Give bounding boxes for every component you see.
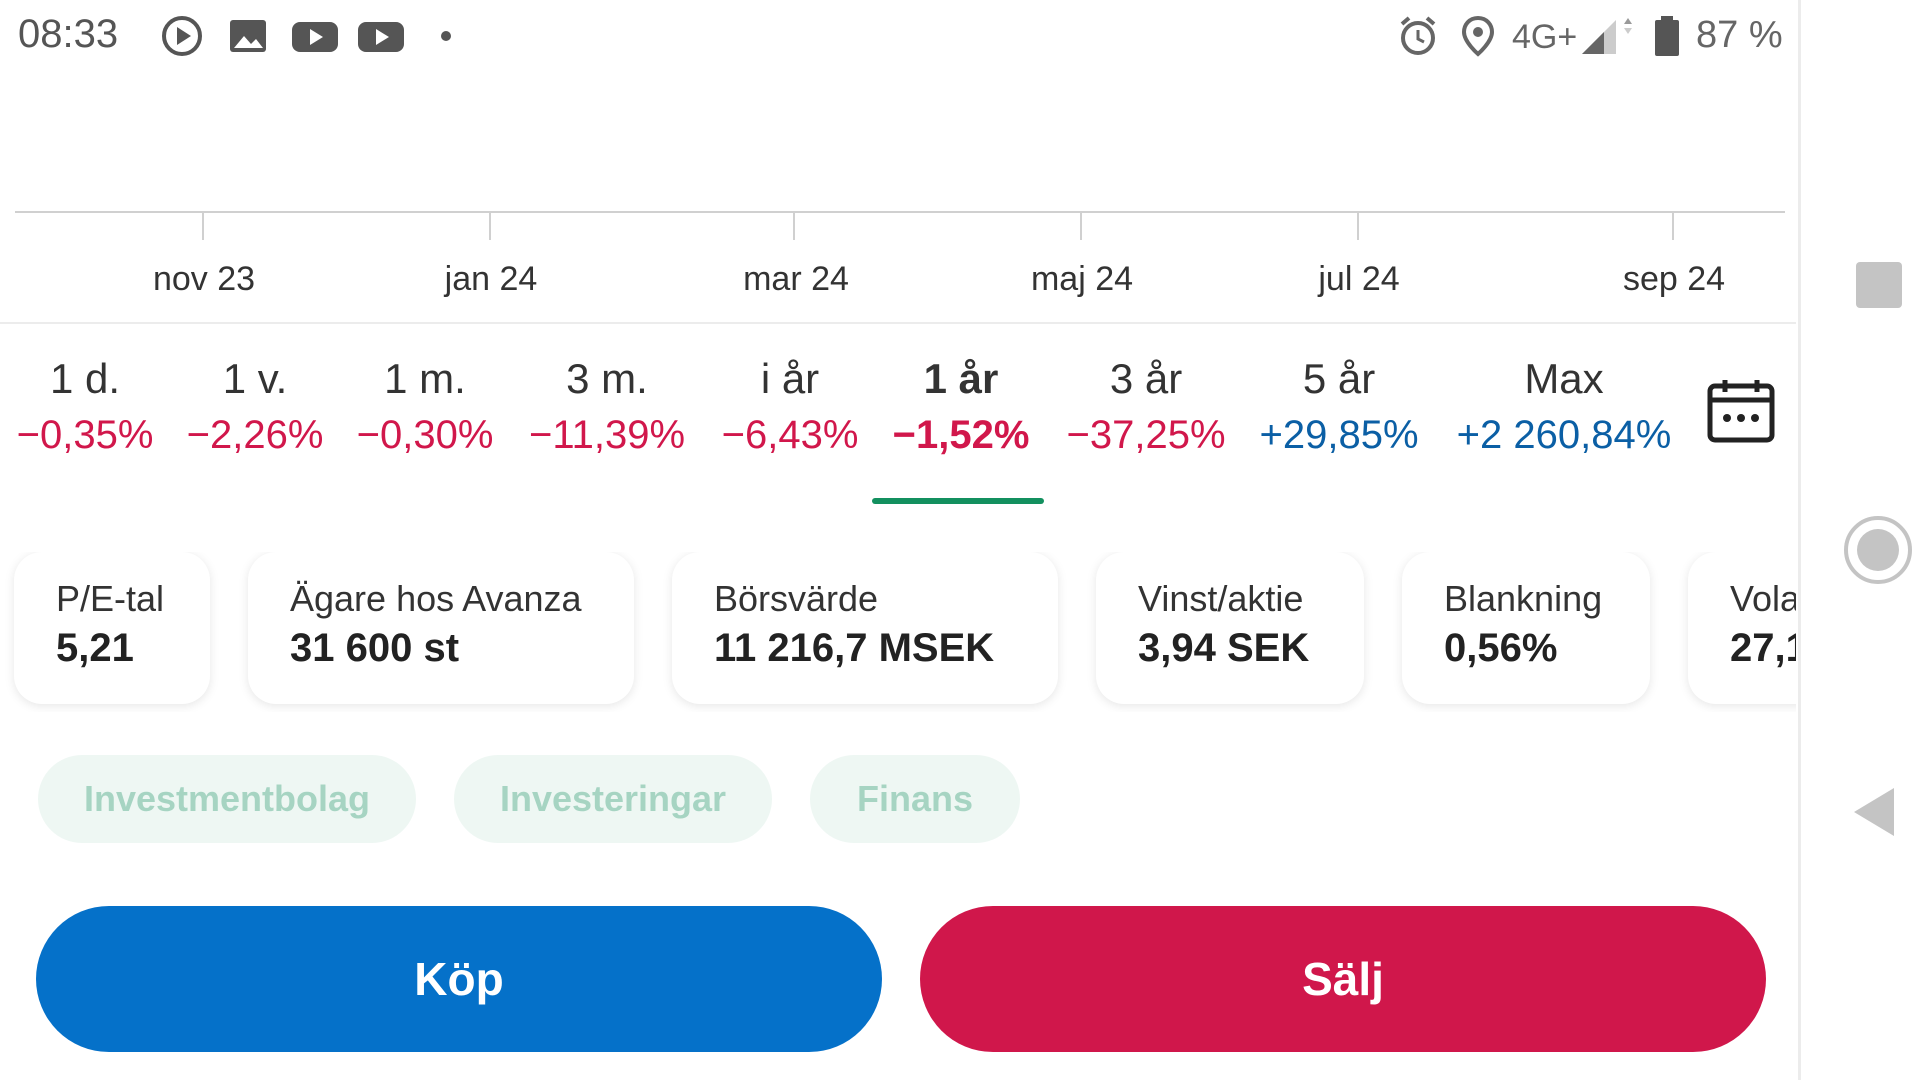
stat-value: 3,94 SEK xyxy=(1138,626,1310,670)
tag-finans[interactable]: Finans xyxy=(810,755,1020,843)
stat-card-short[interactable]: Blankning 0,56% xyxy=(1402,552,1650,704)
period-change: −6,43% xyxy=(721,413,859,457)
period-label: i år xyxy=(760,355,820,402)
period-tab-5y[interactable]: 5 år +29,85% xyxy=(1259,355,1418,458)
axis-tick xyxy=(489,212,491,240)
tag-investeringar[interactable]: Investeringar xyxy=(454,755,772,843)
stat-card-volatility[interactable]: Vola 27,1 xyxy=(1688,552,1796,704)
stat-value: 11 216,7 MSEK xyxy=(714,626,995,670)
axis-tick xyxy=(793,212,795,240)
period-tab-3m[interactable]: 3 m. −11,39% xyxy=(529,355,685,458)
period-change: −11,39% xyxy=(528,413,686,457)
stat-value: 5,21 xyxy=(56,626,134,670)
period-change: −0,30% xyxy=(356,413,494,457)
stat-label: Vinst/aktie xyxy=(1138,578,1304,619)
period-label: 1 v. xyxy=(222,355,288,402)
status-time: 08:33 xyxy=(18,12,119,56)
stat-label: Ägare hos Avanza xyxy=(290,578,582,619)
image-icon xyxy=(230,20,266,52)
period-tab-ytd[interactable]: i år −6,43% xyxy=(722,355,859,458)
sell-button[interactable]: Sälj xyxy=(920,906,1766,1052)
period-change: +2 260,84% xyxy=(1456,413,1672,457)
network-type: 4G+ xyxy=(1512,18,1578,56)
axis-tick xyxy=(1080,212,1082,240)
axis-tick xyxy=(1672,212,1674,240)
axis-label: nov 23 xyxy=(152,260,256,298)
axis-label: jan 24 xyxy=(444,260,538,298)
battery-percent: 87 % xyxy=(1696,14,1783,56)
period-change: +29,85% xyxy=(1259,413,1419,457)
period-tab-1m[interactable]: 1 m. −0,30% xyxy=(357,355,494,458)
recents-button[interactable] xyxy=(1856,262,1902,308)
section-divider xyxy=(0,322,1796,324)
timeline-axis xyxy=(15,211,1785,213)
home-button[interactable] xyxy=(1842,514,1914,586)
period-label: 1 d. xyxy=(49,355,121,402)
axis-label: sep 24 xyxy=(1622,260,1726,298)
stat-label: Börsvärde xyxy=(714,578,879,619)
stat-value: 31 600 st xyxy=(290,626,460,670)
period-tab-1d[interactable]: 1 d. −0,35% xyxy=(17,355,154,458)
signal-icon xyxy=(1582,18,1632,54)
period-label: 3 m. xyxy=(566,355,648,402)
period-tab-1y[interactable]: 1 år −1,52% xyxy=(893,355,1030,458)
stat-value: 0,56% xyxy=(1444,626,1558,670)
period-tab-3y[interactable]: 3 år −37,25% xyxy=(1066,355,1225,458)
stat-card-market-cap[interactable]: Börsvärde 11 216,7 MSEK xyxy=(672,552,1058,704)
stat-label: Vola xyxy=(1730,578,1796,619)
youtube-icon xyxy=(292,22,338,52)
period-change: −2,26% xyxy=(186,413,324,457)
stat-value: 27,1 xyxy=(1730,626,1796,670)
period-label: 3 år xyxy=(1109,355,1183,402)
battery-icon xyxy=(1655,16,1679,56)
axis-label: maj 24 xyxy=(1030,260,1134,298)
period-label: 5 år xyxy=(1302,355,1376,402)
axis-label: jul 24 xyxy=(1318,260,1400,298)
youtube-icon xyxy=(358,22,404,52)
active-period-indicator xyxy=(872,498,1044,504)
calendar-icon[interactable] xyxy=(1706,378,1776,444)
dot-icon xyxy=(441,31,451,41)
stat-label: Blankning xyxy=(1444,578,1603,619)
stat-card-eps[interactable]: Vinst/aktie 3,94 SEK xyxy=(1096,552,1364,704)
axis-tick xyxy=(1357,212,1359,240)
stats-row: P/E-tal 5,21 Ägare hos Avanza 31 600 st … xyxy=(0,552,1796,712)
play-circle-icon xyxy=(162,16,202,56)
stat-label: P/E-tal xyxy=(56,578,165,619)
back-button[interactable] xyxy=(1850,784,1900,840)
tag-investmentbolag[interactable]: Investmentbolag xyxy=(38,755,416,843)
buy-button[interactable]: Köp xyxy=(36,906,882,1052)
period-tab-1w[interactable]: 1 v. −2,26% xyxy=(187,355,324,458)
axis-tick xyxy=(202,212,204,240)
stat-card-owners[interactable]: Ägare hos Avanza 31 600 st xyxy=(248,552,634,704)
stat-card-pe[interactable]: P/E-tal 5,21 xyxy=(14,552,210,704)
period-label: Max xyxy=(1524,355,1604,402)
period-label: 1 år xyxy=(923,355,999,402)
period-tab-max[interactable]: Max +2 260,84% xyxy=(1457,355,1672,458)
period-change: −1,52% xyxy=(892,413,1030,457)
axis-label: mar 24 xyxy=(743,260,849,298)
alarm-icon xyxy=(1400,16,1436,55)
period-change: −0,35% xyxy=(16,413,154,457)
system-nav-bar xyxy=(1798,0,1920,1080)
period-change: −37,25% xyxy=(1066,413,1226,457)
location-icon xyxy=(1461,15,1495,57)
period-label: 1 m. xyxy=(384,355,466,402)
